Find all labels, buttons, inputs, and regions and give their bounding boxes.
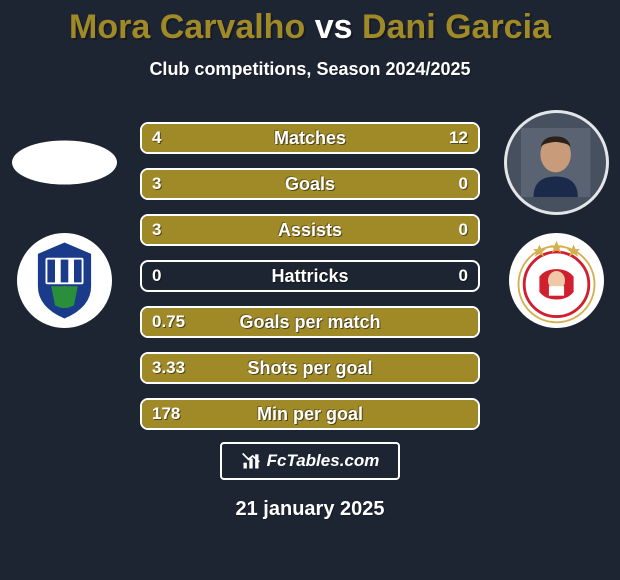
- bar-fill-p1: [142, 308, 478, 336]
- stat-row: 3Assists0: [140, 214, 480, 246]
- porto-crest-icon: [17, 233, 112, 328]
- stat-row: 3.33Shots per goal: [140, 352, 480, 384]
- player1-avatar: [12, 140, 117, 184]
- footer-date: 21 january 2025: [0, 498, 620, 521]
- stat-row: 0.75Goals per match: [140, 306, 480, 338]
- subtitle: Club competitions, Season 2024/2025: [0, 59, 620, 80]
- player1-club-badge: [17, 233, 112, 328]
- bar-fill-p1: [142, 170, 478, 198]
- player2-avatar: [504, 110, 609, 215]
- stats-bars: 4Matches12 3Goals0 3Assists0 0Hattricks0 0.7…: [140, 122, 480, 430]
- bar-fill-p1: [142, 216, 478, 244]
- bar-fill-p2: [226, 124, 478, 152]
- person-silhouette-icon: [521, 128, 590, 197]
- bar-fill-p1: [142, 354, 478, 382]
- stat-value-p2: 0: [449, 262, 478, 290]
- fctables-logo[interactable]: FcTables.com: [220, 442, 400, 480]
- stat-label: Hattricks: [142, 262, 478, 290]
- bar-chart-icon: [241, 451, 261, 471]
- olympiacos-crest-icon: [509, 233, 604, 328]
- logo-text: FcTables.com: [267, 451, 380, 471]
- player1-side: [4, 110, 124, 328]
- stat-row: 0Hattricks0: [140, 260, 480, 292]
- player2-side: [496, 110, 616, 328]
- player2-name: Dani Garcia: [362, 8, 551, 46]
- stat-row: 178Min per goal: [140, 398, 480, 430]
- player1-name: Mora Carvalho: [69, 8, 305, 46]
- player2-club-badge: [509, 233, 604, 328]
- stat-row: 4Matches12: [140, 122, 480, 154]
- stat-row: 3Goals0: [140, 168, 480, 200]
- bar-fill-p1: [142, 400, 478, 428]
- bar-fill-p1: [142, 124, 226, 152]
- vs-text: vs: [315, 8, 353, 46]
- comparison-title: Mora Carvalho vs Dani Garcia: [0, 0, 620, 47]
- stat-value-p1: 0: [142, 262, 171, 290]
